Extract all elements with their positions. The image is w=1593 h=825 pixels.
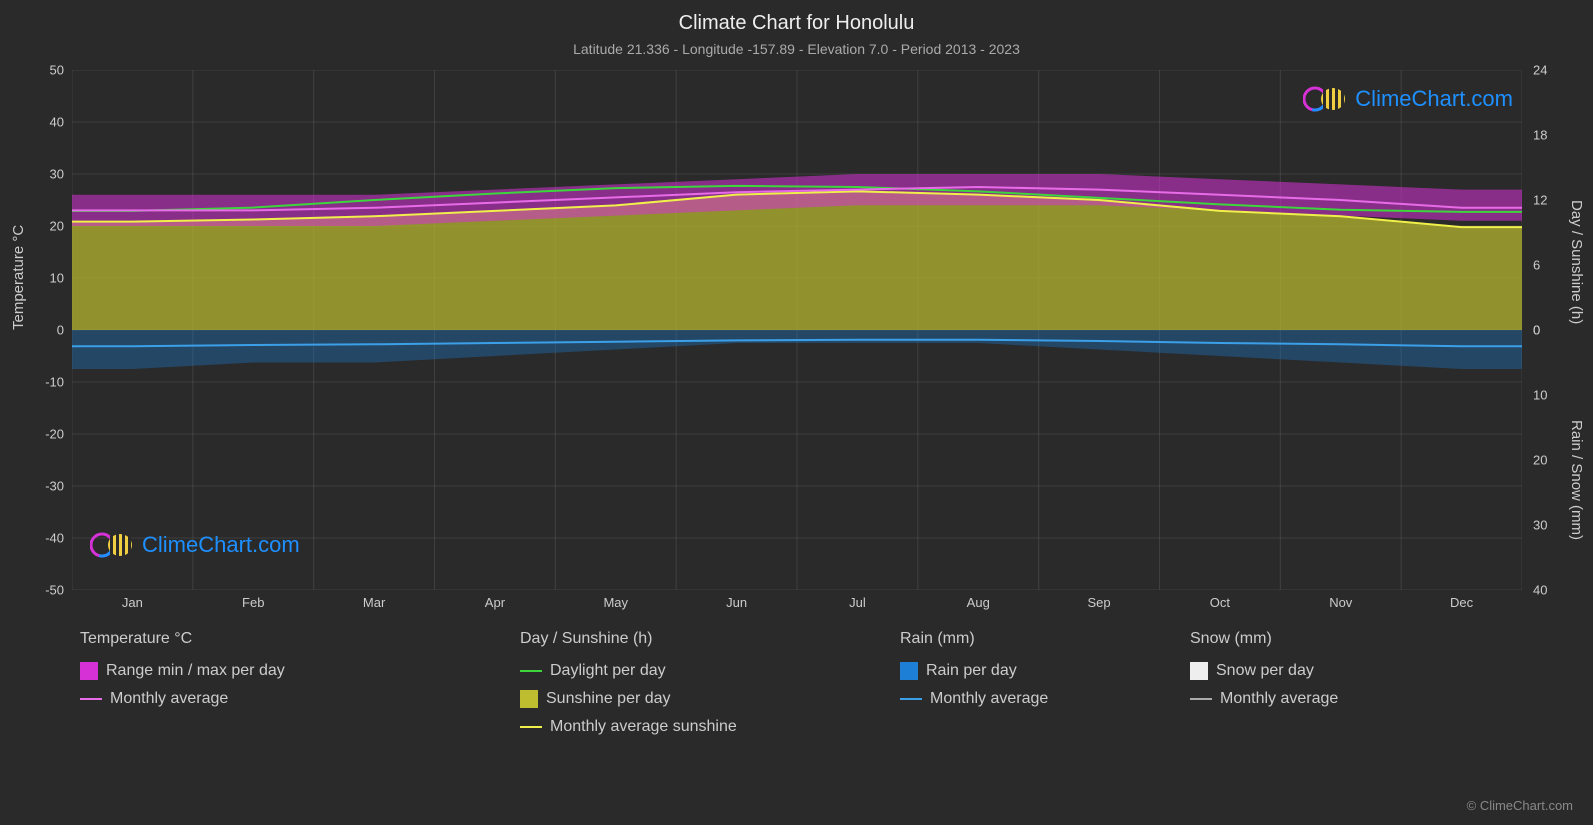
y-tick-left: 30 <box>50 167 64 182</box>
legend-label: Range min / max per day <box>106 662 285 680</box>
legend-label: Snow per day <box>1216 662 1314 680</box>
y-axis-left-label: Temperature °C <box>10 225 27 330</box>
legend-item: Monthly average sunshine <box>520 718 900 736</box>
y-axis-right-top-label: Day / Sunshine (h) <box>1568 200 1585 324</box>
legend-item: Sunshine per day <box>520 690 900 708</box>
x-tick-month: Mar <box>363 595 385 610</box>
legend-swatch-icon <box>80 662 98 680</box>
watermark-logo-icon <box>1303 84 1351 114</box>
y-tick-left: -50 <box>45 583 64 598</box>
y-tick-left: 20 <box>50 219 64 234</box>
legend-item: Monthly average <box>900 690 1190 708</box>
legend-area: Temperature °C Range min / max per day Mon… <box>80 630 1530 746</box>
legend-label: Monthly average <box>1220 690 1338 708</box>
legend-item: Monthly average <box>80 690 520 708</box>
legend-label: Monthly average <box>930 690 1048 708</box>
x-tick-month: Feb <box>242 595 264 610</box>
y-tick-right-top: 6 <box>1533 258 1540 273</box>
legend-item: Monthly average <box>1190 690 1490 708</box>
y-tick-right-bottom: 10 <box>1533 388 1547 403</box>
legend-label: Daylight per day <box>550 662 666 680</box>
legend-line-icon <box>900 698 922 700</box>
x-tick-month: May <box>603 595 628 610</box>
watermark-top-right: ClimeChart.com <box>1303 84 1513 114</box>
watermark-text: ClimeChart.com <box>1355 86 1513 112</box>
y-tick-right-bottom: 20 <box>1533 453 1547 468</box>
y-tick-left: 0 <box>57 323 64 338</box>
legend-heading: Snow (mm) <box>1190 630 1490 648</box>
legend-column: Rain (mm) Rain per day Monthly average <box>900 630 1190 746</box>
legend-item: Rain per day <box>900 662 1190 680</box>
y-tick-right-top: 12 <box>1533 193 1547 208</box>
legend-label: Monthly average sunshine <box>550 718 737 736</box>
x-tick-month: Jun <box>726 595 747 610</box>
legend-swatch-icon <box>900 662 918 680</box>
legend-item: Daylight per day <box>520 662 900 680</box>
legend-line-icon <box>1190 698 1212 700</box>
x-tick-month: Aug <box>967 595 990 610</box>
x-tick-month: Oct <box>1210 595 1230 610</box>
y-ticks-right-top: 06121824 <box>1527 70 1557 330</box>
legend-item: Snow per day <box>1190 662 1490 680</box>
x-tick-month: Jan <box>122 595 143 610</box>
legend-line-icon <box>520 726 542 728</box>
y-tick-left: -10 <box>45 375 64 390</box>
y-ticks-left: -50-40-30-20-1001020304050 <box>30 70 70 590</box>
chart-svg <box>72 70 1522 590</box>
watermark-text: ClimeChart.com <box>142 532 300 558</box>
legend-heading: Temperature °C <box>80 630 520 648</box>
x-tick-month: Nov <box>1329 595 1352 610</box>
x-tick-month: Apr <box>485 595 505 610</box>
chart-title: Climate Chart for Honolulu <box>0 0 1593 35</box>
legend-line-icon <box>80 698 102 700</box>
legend-column: Temperature °C Range min / max per day Mon… <box>80 630 520 746</box>
watermark-bottom-left: ClimeChart.com <box>90 530 300 560</box>
chart-plot-area <box>72 70 1522 590</box>
y-tick-right-bottom: 0 <box>1533 323 1540 338</box>
y-tick-right-bottom: 30 <box>1533 518 1547 533</box>
y-axis-right-bottom-label: Rain / Snow (mm) <box>1568 420 1585 540</box>
legend-label: Rain per day <box>926 662 1017 680</box>
climate-chart-container: Climate Chart for Honolulu Latitude 21.3… <box>0 0 1593 825</box>
legend-heading: Day / Sunshine (h) <box>520 630 900 648</box>
legend-label: Monthly average <box>110 690 228 708</box>
y-tick-left: -40 <box>45 531 64 546</box>
x-tick-month: Dec <box>1450 595 1473 610</box>
legend-line-icon <box>520 670 542 672</box>
y-tick-left: -20 <box>45 427 64 442</box>
copyright-text: © ClimeChart.com <box>1467 798 1573 813</box>
legend-swatch-icon <box>1190 662 1208 680</box>
legend-label: Sunshine per day <box>546 690 671 708</box>
legend-heading: Rain (mm) <box>900 630 1190 648</box>
y-tick-right-top: 18 <box>1533 128 1547 143</box>
x-tick-month: Jul <box>849 595 866 610</box>
legend-swatch-icon <box>520 690 538 708</box>
y-tick-left: -30 <box>45 479 64 494</box>
legend-column: Snow (mm) Snow per day Monthly average <box>1190 630 1490 746</box>
y-tick-right-bottom: 40 <box>1533 583 1547 598</box>
y-tick-left: 50 <box>50 63 64 78</box>
y-tick-right-top: 24 <box>1533 63 1547 78</box>
legend-column: Day / Sunshine (h) Daylight per day Sunshi… <box>520 630 900 746</box>
legend-item: Range min / max per day <box>80 662 520 680</box>
y-tick-left: 40 <box>50 115 64 130</box>
chart-subtitle: Latitude 21.336 - Longitude -157.89 - El… <box>0 35 1593 57</box>
y-ticks-right-bottom: 010203040 <box>1527 330 1557 590</box>
x-tick-month: Sep <box>1088 595 1111 610</box>
y-tick-left: 10 <box>50 271 64 286</box>
watermark-logo-icon <box>90 530 138 560</box>
